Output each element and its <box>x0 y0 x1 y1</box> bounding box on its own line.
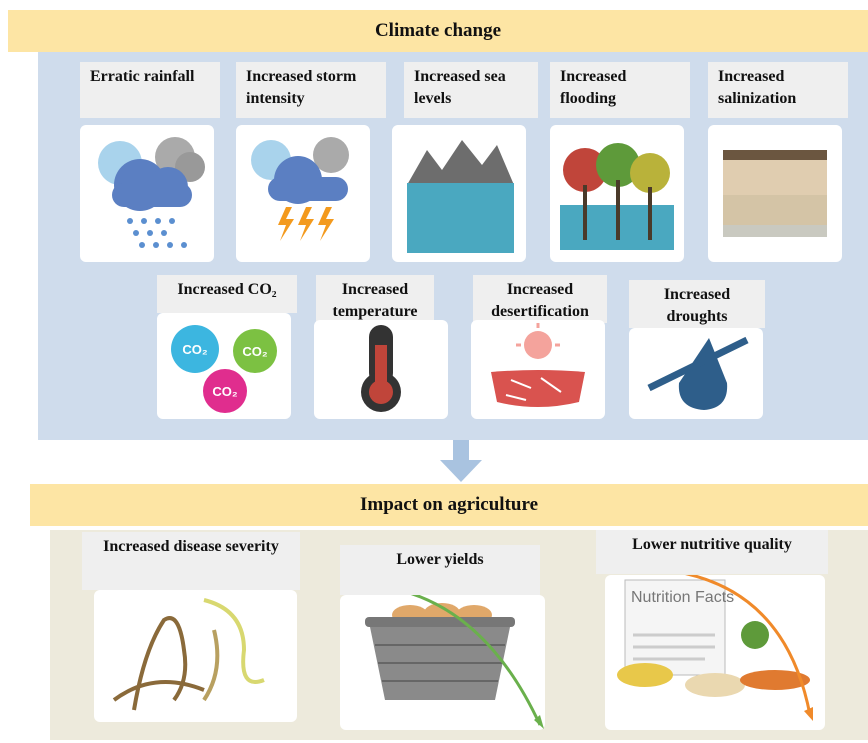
effect-label: Increased storm intensity <box>236 62 386 118</box>
salinization-icon <box>708 125 842 262</box>
drought-icon <box>629 328 763 419</box>
impact-label: Lower yields <box>340 545 540 595</box>
nutrition-text: Nutrition Facts <box>631 589 734 606</box>
impact-header: Impact on agriculture <box>30 484 868 526</box>
desertification-icon <box>471 320 605 419</box>
page: {"header": {"title": "Climate change"}, … <box>0 0 868 743</box>
co2-text: CO₂ <box>182 342 208 357</box>
effect-label: Increased droughts <box>629 280 765 328</box>
effect-label: Increased salinization <box>708 62 848 118</box>
thermometer-icon <box>314 320 448 419</box>
disease-icon <box>94 590 297 722</box>
effect-label: Erratic rainfall <box>80 62 220 118</box>
nutrition-icon: Nutrition Facts <box>605 575 825 730</box>
storm-icon <box>236 125 370 262</box>
co2-text: CO₂ <box>242 344 268 359</box>
flooding-icon <box>550 125 684 262</box>
yields-icon <box>340 595 545 730</box>
down-arrow <box>438 440 484 484</box>
effect-label: Increased CO₂ <box>157 275 297 313</box>
impact-label: Lower nutritive quality <box>596 530 828 574</box>
effect-label: Increased desertification <box>473 275 607 323</box>
rain-icon <box>80 125 214 262</box>
sea-level-icon <box>392 125 526 262</box>
impact-label: Increased disease severity <box>82 532 300 590</box>
co2-icon: CO₂ CO₂ CO₂ <box>157 313 291 419</box>
effect-label: Increased flooding <box>550 62 690 118</box>
effect-label: Increased sea levels <box>404 62 538 118</box>
effect-label: Increased temperature <box>316 275 434 323</box>
co2-text: CO₂ <box>212 384 238 399</box>
climate-header: Climate change <box>8 10 868 52</box>
